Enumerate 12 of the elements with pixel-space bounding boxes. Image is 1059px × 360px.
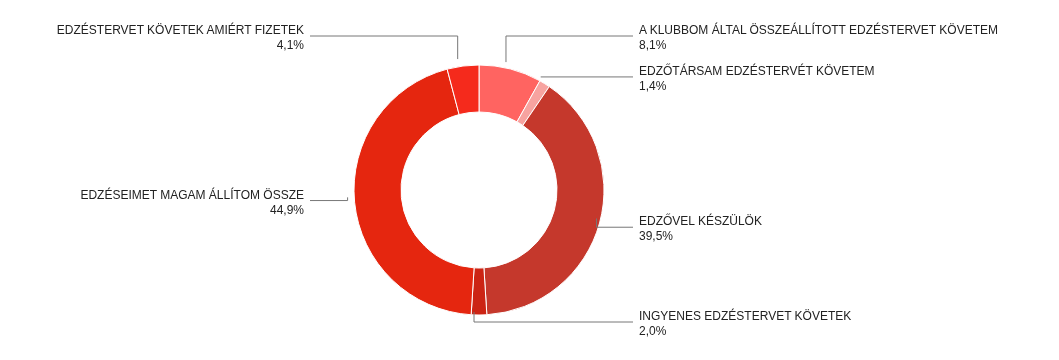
data-label: 39,5% (639, 229, 674, 244)
slice-label: INGYENES EDZÉSTERVET KÖVETEK (639, 308, 852, 323)
slice-label: EDZŐVEL KÉSZÜLÖK (639, 213, 762, 229)
data-label: 4,1% (276, 38, 305, 52)
slice-label: A KLUBBOM ÁLTAL ÖSSZEÁLLÍTOTT EDZÉSTERVET KÖVETEM (639, 22, 998, 37)
data-label: 2,0% (639, 324, 667, 338)
data-label: 44,9% (269, 202, 305, 217)
slice-label: EDZÉSTERVET KÖVETEK AMIÉRT FIZETEK (56, 22, 304, 37)
slice-label: EDZŐTÁRSAM EDZÉSTERVÉT KÖVETEM (639, 62, 875, 78)
data-label: 8,1% (639, 38, 667, 52)
data-label: 1,4% (639, 78, 667, 93)
slice-label: EDZÉSEIMET MAGAM ÁLLÍTOM ÖSSZE (80, 186, 304, 202)
